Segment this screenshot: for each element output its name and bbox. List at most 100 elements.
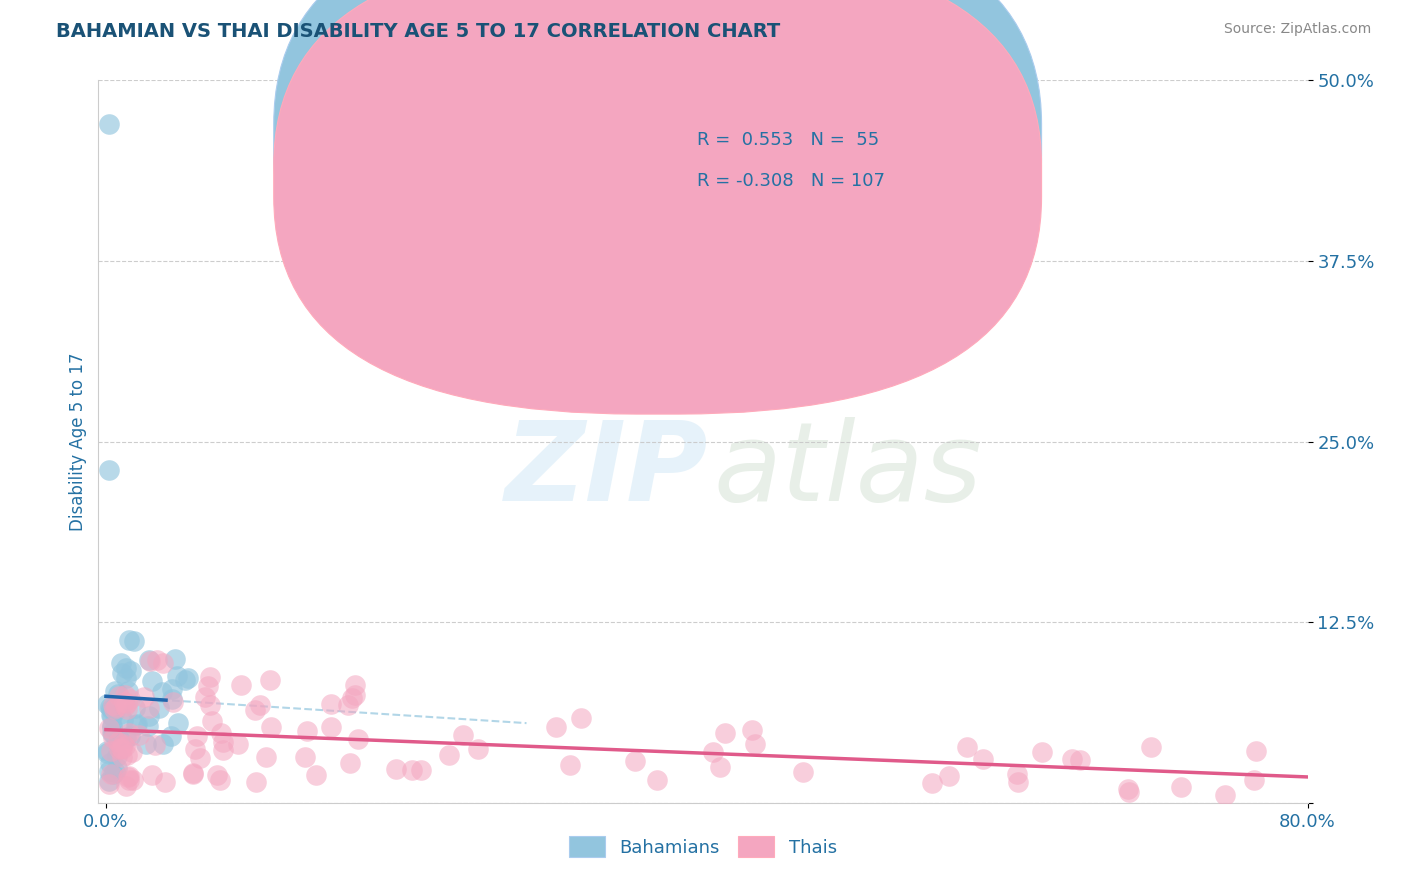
Point (138, 709, 160, 723)
Text: ZIP: ZIP (505, 417, 709, 524)
Point (141, 673, 163, 688)
Point (101, 698, 124, 712)
Point (1031, 745, 1053, 759)
Point (1139, 739, 1161, 754)
Point (136, 719, 159, 733)
Point (188, 751, 211, 765)
Point (181, 767, 204, 781)
Point (115, 779, 138, 793)
Point (132, 690, 155, 704)
Point (104, 704, 127, 718)
Point (97, 463, 120, 477)
Point (197, 679, 219, 693)
Point (114, 698, 136, 713)
Point (546, 720, 568, 734)
Point (259, 673, 281, 687)
Point (101, 731, 124, 746)
Point (122, 633, 145, 648)
Point (336, 698, 359, 713)
Point (98, 756, 121, 770)
FancyBboxPatch shape (606, 102, 969, 218)
Point (152, 738, 174, 752)
Point (645, 773, 668, 788)
Point (100, 702, 122, 716)
Point (340, 691, 363, 706)
Point (243, 703, 266, 717)
Point (163, 651, 186, 665)
Point (97, 777, 120, 791)
Point (96, 746, 118, 760)
Point (103, 725, 125, 739)
Point (101, 708, 124, 723)
Y-axis label: Disability Age 5 to 17: Disability Age 5 to 17 (69, 352, 87, 531)
Point (1118, 785, 1140, 799)
Point (254, 749, 277, 764)
Point (162, 695, 184, 709)
Text: R =  0.553   N =  55: R = 0.553 N = 55 (697, 131, 879, 149)
Point (110, 741, 132, 756)
Point (127, 717, 149, 731)
Point (321, 697, 343, 711)
Point (921, 776, 943, 790)
Point (114, 689, 136, 703)
Point (101, 767, 124, 781)
Point (709, 760, 731, 774)
Point (343, 688, 366, 702)
Point (98, 700, 121, 714)
Point (111, 665, 134, 680)
Point (122, 772, 145, 787)
Point (111, 742, 134, 756)
Point (101, 719, 124, 733)
Point (173, 673, 195, 688)
Point (569, 711, 592, 725)
Point (305, 768, 328, 782)
Point (107, 687, 129, 701)
Point (1007, 774, 1029, 789)
Point (114, 671, 136, 685)
Text: atlas: atlas (714, 417, 983, 524)
Point (124, 701, 146, 715)
Point (118, 769, 141, 783)
Point (1118, 781, 1140, 796)
Point (467, 742, 489, 756)
Point (1005, 767, 1028, 781)
Point (295, 724, 318, 739)
Point (118, 773, 141, 788)
Text: BAHAMIAN VS THAI DISABILITY AGE 5 TO 17 CORRELATION CHART: BAHAMIAN VS THAI DISABILITY AGE 5 TO 17 … (56, 22, 780, 41)
Point (120, 691, 142, 706)
Point (201, 714, 224, 728)
Point (108, 742, 131, 756)
Point (153, 774, 176, 789)
Point (205, 768, 228, 782)
Point (260, 720, 283, 734)
Point (110, 750, 132, 764)
Point (108, 707, 131, 722)
Point (401, 763, 423, 777)
Point (139, 654, 162, 668)
Point (211, 735, 233, 749)
Point (453, 728, 475, 742)
Point (938, 769, 960, 783)
Point (198, 698, 221, 713)
Point (184, 741, 207, 756)
Point (117, 696, 139, 710)
Point (1243, 772, 1265, 787)
Point (108, 731, 131, 746)
Point (108, 689, 131, 703)
Point (112, 695, 135, 709)
Point (117, 683, 139, 698)
Point (135, 737, 157, 751)
Point (118, 729, 141, 743)
Point (111, 738, 134, 752)
Point (160, 692, 183, 706)
Point (141, 768, 163, 782)
Point (226, 737, 249, 751)
Point (713, 725, 735, 739)
Point (117, 702, 139, 716)
Point (212, 743, 235, 757)
Point (100, 743, 122, 757)
Point (229, 678, 252, 692)
Point (409, 763, 432, 777)
Point (118, 726, 141, 740)
Point (193, 690, 215, 705)
